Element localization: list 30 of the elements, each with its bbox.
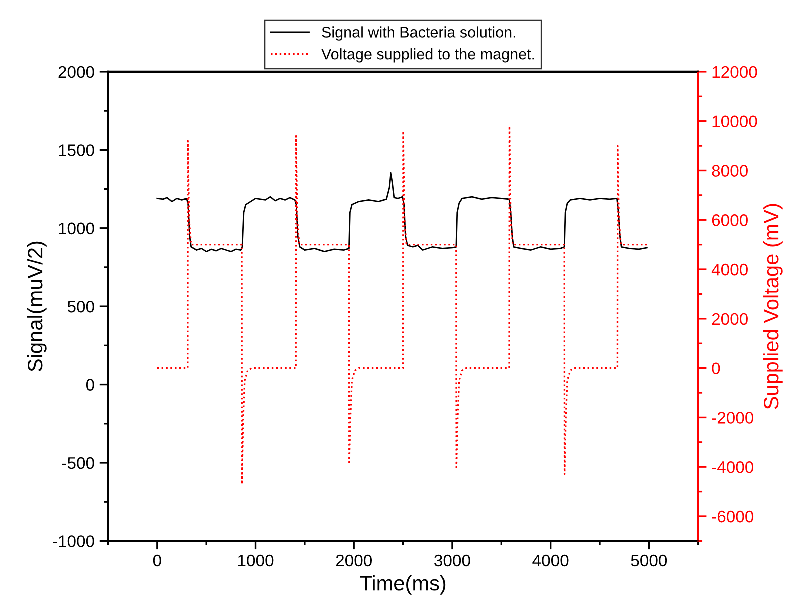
line-series <box>156 125 648 486</box>
y2-tick-label: 0 <box>712 362 720 375</box>
legend-label: Voltage supplied to the magnet. <box>322 48 534 63</box>
y2-axis-title: Supplied Voltage (mV) <box>763 204 783 410</box>
x-tick-label: 4000 <box>532 554 569 567</box>
y-tick-label: -1000 <box>53 536 94 548</box>
y2-tick-label: 10000 <box>712 116 758 128</box>
y2-tick-label: 8000 <box>712 165 748 177</box>
x-tick-label: 2000 <box>336 554 372 567</box>
x-tick-label: 0 <box>153 554 162 567</box>
y-tick-label: 1000 <box>59 222 94 235</box>
y2-tick-label: -6000 <box>712 510 754 523</box>
x-axis-title: Time(ms) <box>360 575 446 595</box>
y2-tick-label: 6000 <box>712 214 748 226</box>
y2-tick-label: 4000 <box>712 264 748 276</box>
y-tick-label: 2000 <box>58 66 94 78</box>
y-tick-label: -500 <box>62 457 94 470</box>
y-tick-label: 0 <box>86 379 94 391</box>
line-series <box>156 172 648 253</box>
y2-tick-label: 12000 <box>712 66 758 78</box>
y2-tick-label: 2000 <box>712 313 748 326</box>
y-tick-label: 500 <box>68 300 94 313</box>
x-tick-label: 5000 <box>631 554 668 567</box>
x-tick-label: 3000 <box>434 554 470 567</box>
y2-tick-label: -2000 <box>712 412 754 424</box>
x-tick-label: 1000 <box>238 554 274 567</box>
y-axis-title: Signal(muV/2) <box>27 242 47 372</box>
y2-tick-label: -4000 <box>712 462 754 474</box>
legend-label: Signal with Bacteria solution. <box>322 26 516 41</box>
y-tick-label: 1500 <box>59 144 94 156</box>
